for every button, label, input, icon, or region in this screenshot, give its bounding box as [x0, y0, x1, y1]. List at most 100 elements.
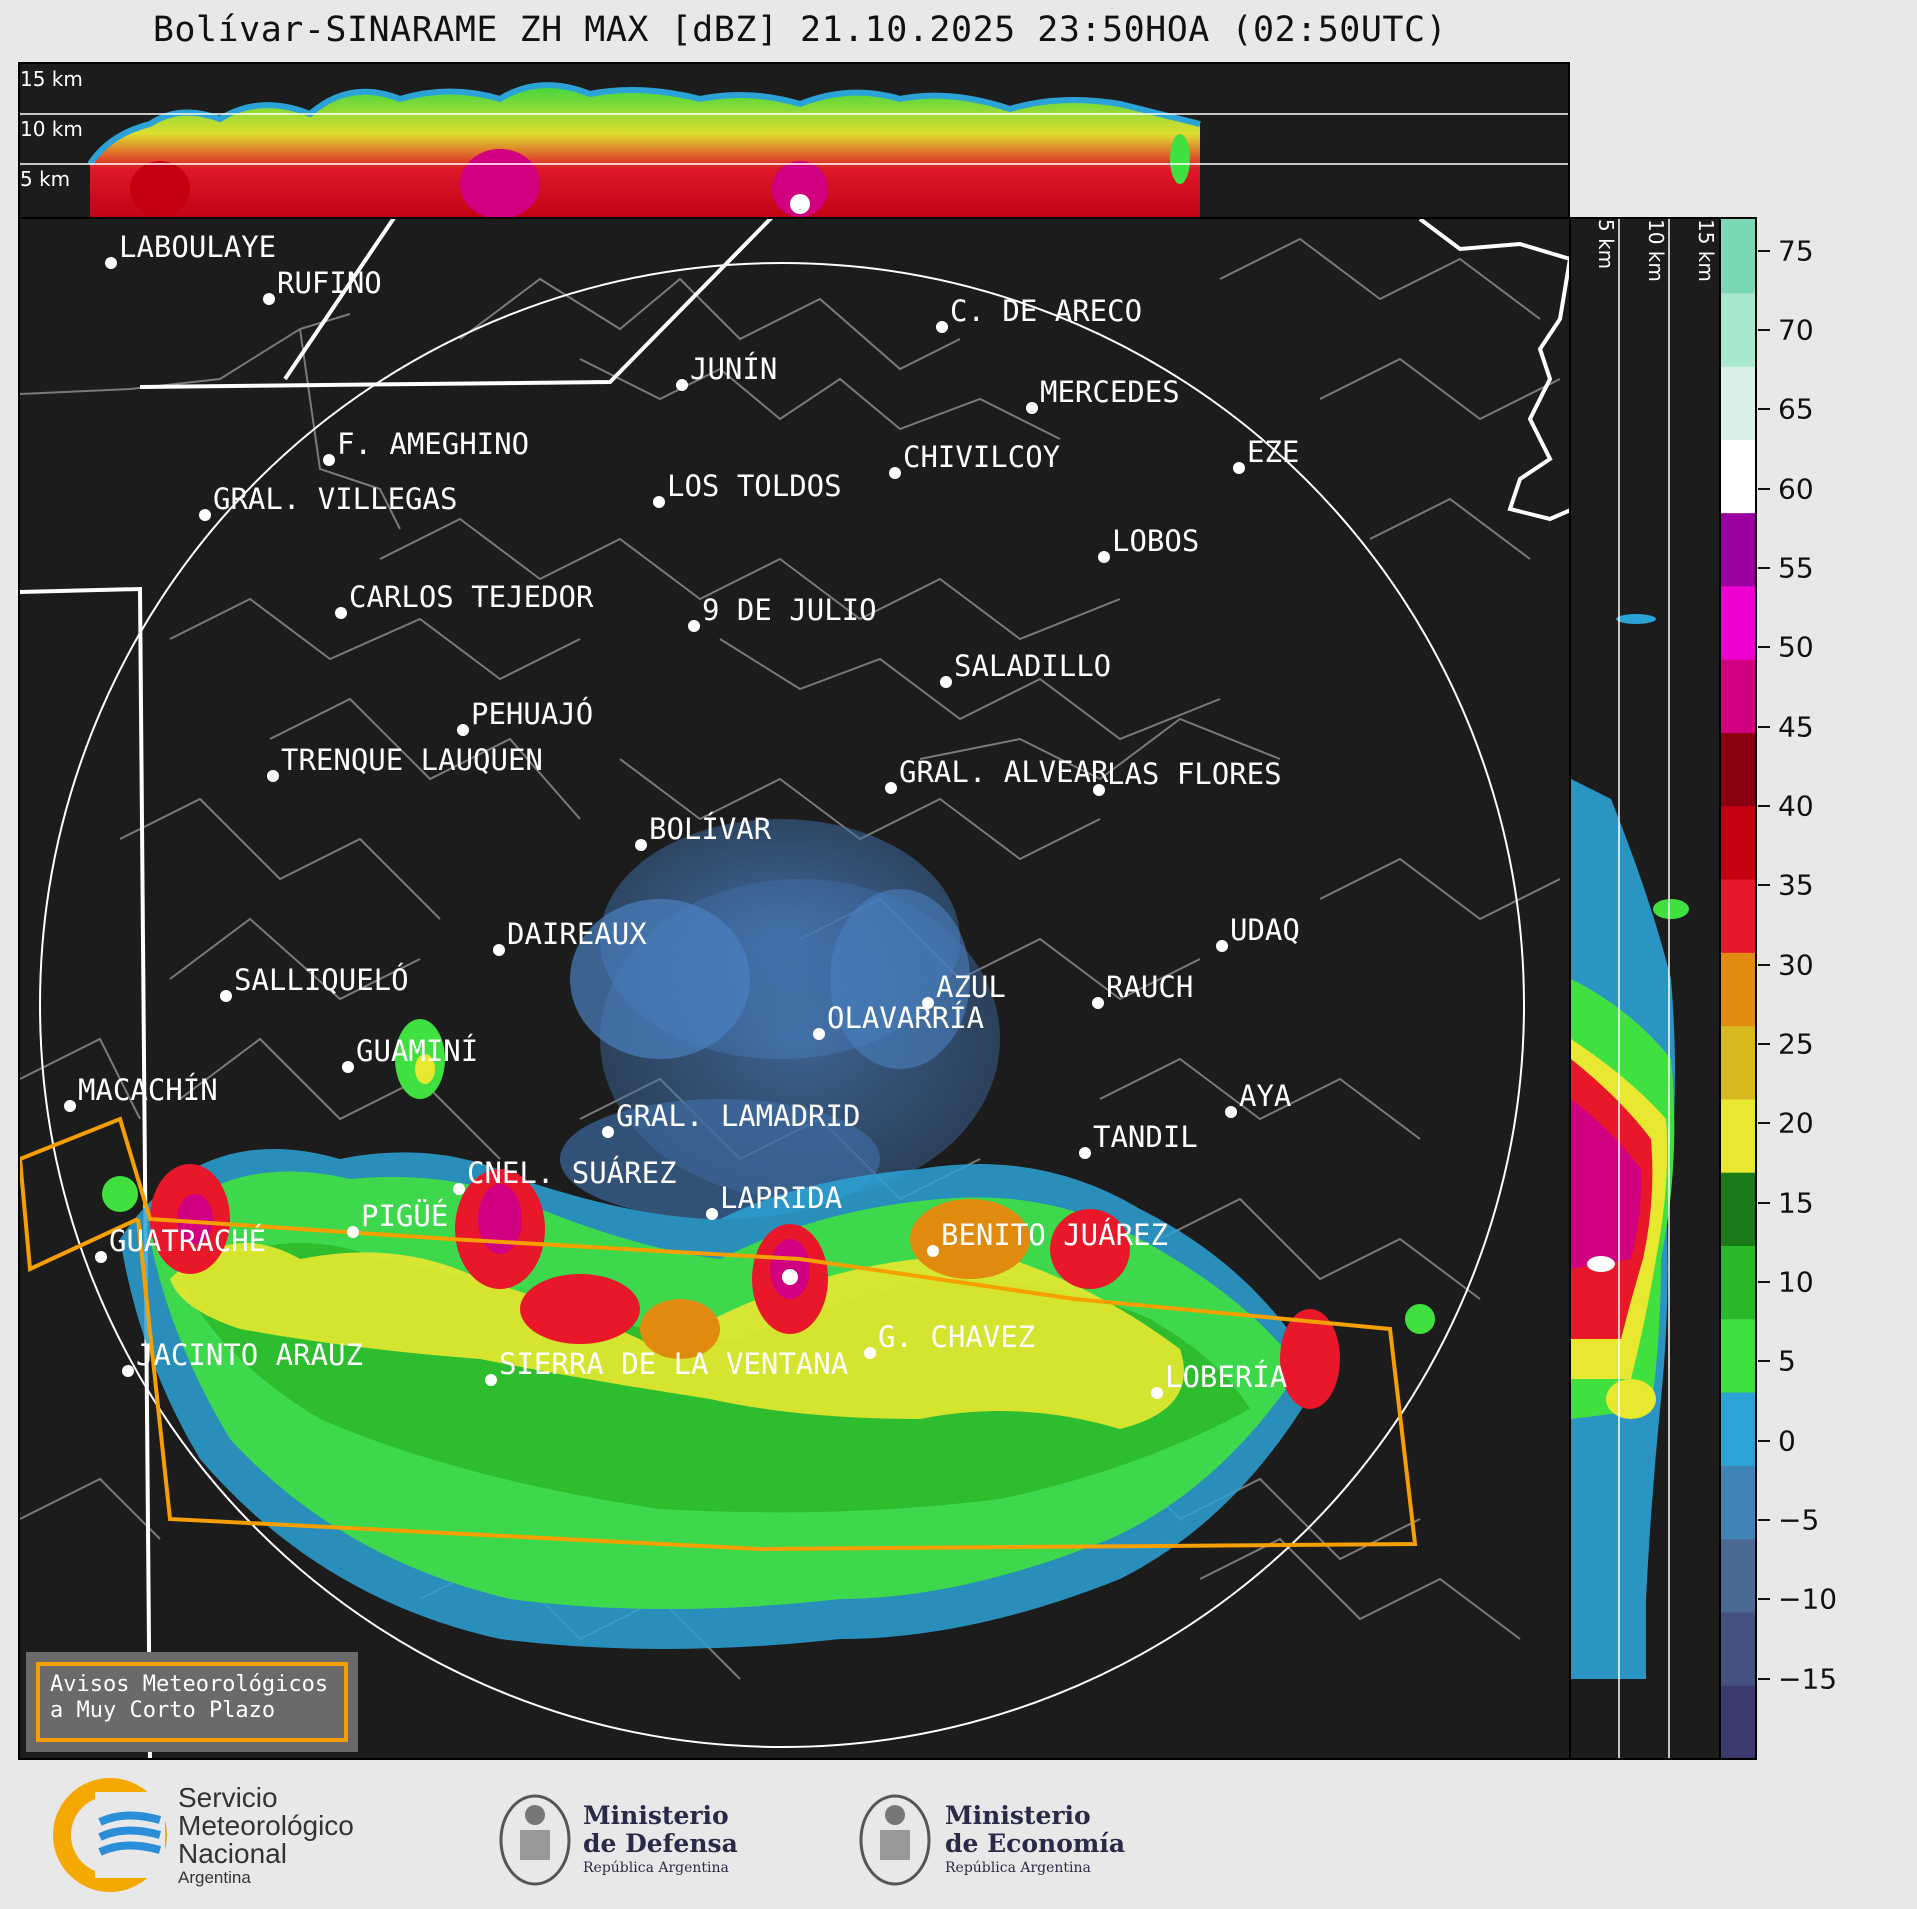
city-dot	[885, 782, 897, 794]
colorbar-tick-label: 35	[1778, 868, 1814, 902]
colorbar-segment	[1721, 1245, 1755, 1320]
city-marker: JACINTO ARAUZ	[122, 1338, 363, 1377]
colorbar-segment	[1721, 1025, 1755, 1100]
city-dot	[1098, 551, 1110, 563]
city-marker: AYA	[1225, 1079, 1291, 1118]
city-marker: MACACHÍN	[64, 1073, 218, 1112]
city-marker: AZUL	[922, 970, 1006, 1009]
city-label: LAPRIDA	[720, 1181, 842, 1215]
colorbar-tick	[1758, 963, 1770, 966]
city-label: LOS TOLDOS	[667, 469, 842, 503]
colorbar-segment	[1721, 1171, 1755, 1246]
city-marker: GUATRACHÉ	[95, 1224, 266, 1263]
city-marker: F. AMEGHINO	[323, 427, 529, 466]
city-dot	[199, 509, 211, 521]
city-marker: LOS TOLDOS	[653, 469, 842, 508]
city-dot	[335, 607, 347, 619]
city-dot	[813, 1028, 825, 1040]
colorbar-tick	[1758, 408, 1770, 411]
city-label: 9 DE JULIO	[702, 593, 877, 627]
city-marker: JUNÍN	[676, 352, 777, 391]
colorbar-tick	[1758, 725, 1770, 728]
city-dot	[267, 770, 279, 782]
city-marker: RUFINO	[263, 266, 382, 305]
colorbar-tick-label: 60	[1778, 472, 1814, 506]
colorbar-segment	[1721, 1684, 1755, 1758]
city-marker: LAS FLORES	[1093, 757, 1282, 796]
colorbar-tick-label: 50	[1778, 630, 1814, 664]
city-dot	[1026, 402, 1038, 414]
city-marker: SALADILLO	[940, 649, 1111, 688]
city-marker: LOBERÍA	[1151, 1360, 1287, 1399]
colorbar-tick-label: 0	[1778, 1424, 1796, 1458]
city-dot	[940, 676, 952, 688]
colorbar-segment	[1721, 1611, 1755, 1686]
top-label-15km: 15 km	[20, 67, 83, 91]
colorbar-segment	[1721, 805, 1755, 880]
colorbar-tick-label: −15	[1778, 1662, 1838, 1696]
city-marker: G. CHAVEZ	[864, 1320, 1035, 1359]
province-borders	[20, 219, 1569, 1758]
city-dot	[1225, 1106, 1237, 1118]
city-marker: LOBOS	[1098, 524, 1199, 563]
colorbar-segment	[1721, 365, 1755, 440]
colorbar-segment	[1721, 512, 1755, 587]
city-dot	[220, 990, 232, 1002]
city-label: RAUCH	[1106, 970, 1193, 1004]
colorbar-tick-label: 65	[1778, 392, 1814, 426]
city-label: BENITO JUÁREZ	[941, 1218, 1168, 1252]
colorbar-segment	[1721, 1538, 1755, 1613]
city-marker: MERCEDES	[1026, 375, 1180, 414]
city-dot	[927, 1245, 939, 1257]
city-dot	[936, 321, 948, 333]
city-marker: CNEL. SUÁREZ	[453, 1156, 677, 1195]
city-marker: EZE	[1233, 435, 1299, 474]
ground-clutter	[560, 819, 1000, 1219]
colorbar-segment	[1721, 292, 1755, 367]
colorbar-tick-label: 10	[1778, 1265, 1814, 1299]
city-label: LOBERÍA	[1165, 1360, 1287, 1394]
colorbar-tick	[1758, 884, 1770, 887]
city-dot	[688, 620, 700, 632]
city-label: DAIREAUX	[507, 917, 647, 951]
city-dot	[457, 724, 469, 736]
city-marker: C. DE ARECO	[936, 294, 1142, 333]
city-label: LABOULAYE	[119, 230, 276, 264]
footer-logos: Servicio Meteorológico Nacional Argentin…	[0, 1770, 1917, 1909]
colorbar-tick-label: 5	[1778, 1344, 1796, 1378]
city-label: PIGÜÉ	[361, 1199, 448, 1233]
city-dot	[602, 1126, 614, 1138]
city-label: TANDIL	[1093, 1120, 1198, 1154]
city-marker: LAPRIDA	[706, 1181, 842, 1220]
smn-logo-text: Servicio Meteorológico Nacional Argentin…	[178, 1782, 354, 1888]
colorbar-segment	[1721, 658, 1755, 733]
colorbar-tick-label: 15	[1778, 1186, 1814, 1220]
radar-range-ring	[39, 262, 1525, 1748]
colorbar-segment	[1721, 1391, 1755, 1466]
colorbar-tick-label: 20	[1778, 1106, 1814, 1140]
city-dot	[64, 1100, 76, 1112]
colorbar-tick-label: −10	[1778, 1582, 1838, 1616]
legend-line-2: a Muy Corto Plazo	[50, 1698, 276, 1723]
colorbar-segment	[1721, 1464, 1755, 1540]
colorbar-tick	[1758, 646, 1770, 649]
city-marker: GRAL. VILLEGAS	[199, 482, 457, 521]
city-marker: TANDIL	[1079, 1120, 1198, 1159]
colorbar-tick	[1758, 1360, 1770, 1363]
city-label: CHIVILCOY	[903, 440, 1060, 474]
city-dot	[323, 454, 335, 466]
city-label: LAS FLORES	[1107, 757, 1282, 791]
top-label-10km: 10 km	[20, 117, 83, 141]
city-label: GRAL. LAMADRID	[616, 1099, 860, 1133]
city-marker: GUAMINÍ	[342, 1034, 478, 1073]
side-label-5km: 5 km	[1594, 219, 1618, 269]
colorbar-tick	[1758, 1201, 1770, 1204]
city-marker: 9 DE JULIO	[688, 593, 877, 632]
city-dot	[635, 839, 647, 851]
colorbar-segment	[1721, 585, 1755, 660]
radar-map-panel: LABOULAYE RUFINO C. DE ARECO JUNÍN MERCEDES F…	[18, 217, 1571, 1760]
city-label: MACACHÍN	[78, 1073, 218, 1107]
city-label: OLAVARRÍA	[827, 1001, 984, 1035]
city-label: LOBOS	[1112, 524, 1199, 558]
